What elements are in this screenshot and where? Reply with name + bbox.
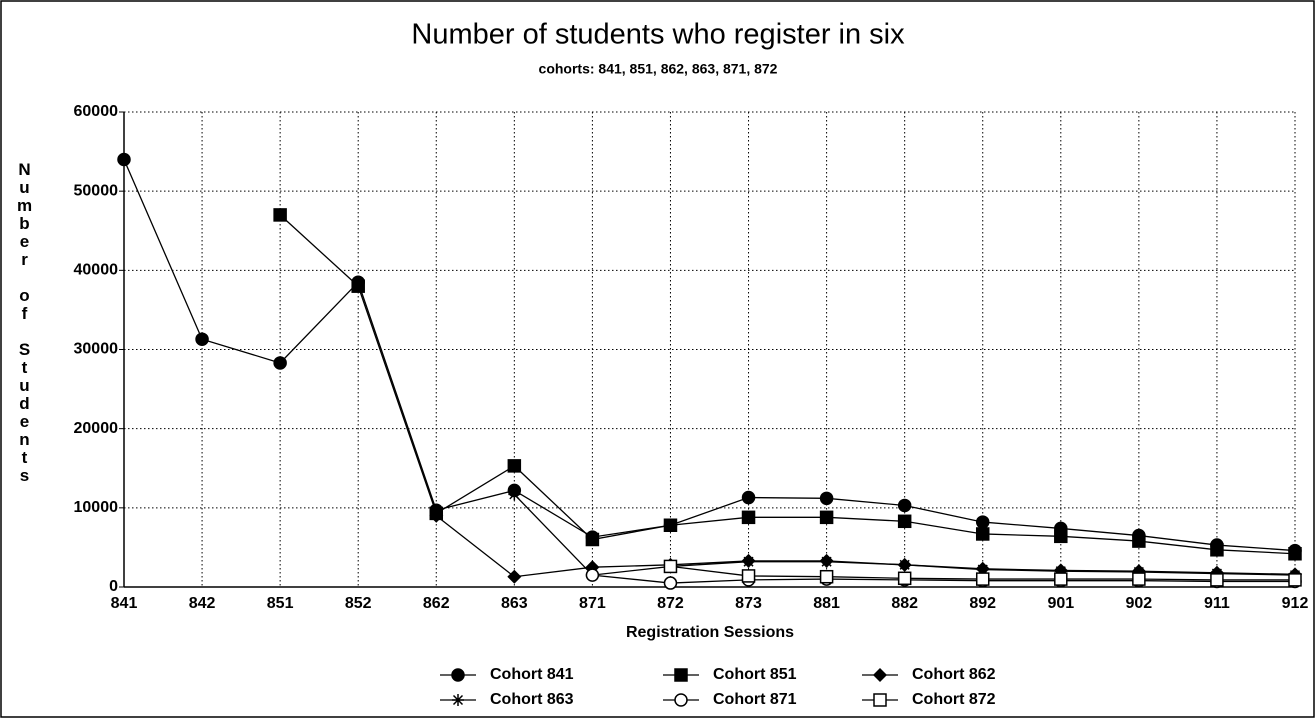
x-tick-label: 872 [657, 595, 684, 612]
legend-label: Cohort 851 [713, 666, 797, 683]
data-point [663, 576, 678, 590]
data-point [1288, 547, 1302, 561]
legend-marker [674, 693, 688, 707]
data-point [819, 569, 834, 584]
x-tick-label: 882 [891, 595, 918, 612]
legend-label: Cohort 862 [912, 666, 996, 683]
x-axis-label: Registration Sessions [626, 624, 794, 641]
data-point [898, 558, 911, 571]
x-tick-label: 871 [579, 595, 606, 612]
series-line [123, 159, 1296, 552]
y-tick-label: 40000 [74, 262, 119, 279]
data-point [897, 514, 912, 529]
data-point [663, 559, 678, 574]
x-tick-label: 912 [1282, 595, 1309, 612]
x-tick-label: 911 [1204, 595, 1230, 612]
legend-label: Cohort 841 [490, 666, 574, 683]
data-point [351, 279, 365, 293]
data-point [820, 555, 833, 568]
data-point [1132, 572, 1146, 586]
data-point [1054, 529, 1068, 544]
data-point [897, 571, 912, 586]
data-point [585, 532, 600, 547]
data-point [975, 527, 990, 541]
data-point [507, 459, 522, 473]
data-point [195, 332, 209, 346]
legend-label: Cohort 863 [490, 691, 574, 708]
y-tick-label: 0 [109, 578, 118, 595]
series-line [592, 574, 1295, 584]
data-point [975, 515, 990, 529]
x-tick-label: 841 [111, 595, 138, 612]
legend-marker [452, 694, 464, 706]
data-point [1054, 565, 1067, 578]
data-point [742, 555, 755, 568]
data-point [1054, 572, 1068, 586]
x-tick-label: 892 [969, 595, 996, 612]
y-axis-label: Number of Students [15, 160, 34, 484]
legend-marker [873, 693, 887, 707]
data-point [663, 518, 678, 532]
data-point [741, 569, 756, 583]
y-tick-label: 20000 [74, 420, 119, 437]
data-point [975, 572, 990, 586]
data-point [508, 488, 521, 501]
data-point [273, 356, 287, 370]
data-point [507, 569, 522, 584]
data-point [429, 508, 444, 523]
data-point [819, 491, 834, 506]
data-point [273, 208, 287, 222]
legend-marker [451, 668, 465, 682]
data-point [741, 510, 756, 525]
x-tick-label: 902 [1126, 595, 1153, 612]
data-point [1288, 573, 1302, 587]
data-point [819, 510, 834, 525]
data-point [1210, 543, 1224, 557]
series-line [279, 214, 1296, 555]
chart-subtitle: cohorts: 841, 851, 862, 863, 871, 872 [539, 61, 778, 77]
x-tick-label: 881 [813, 595, 840, 612]
legend-marker [873, 668, 887, 682]
x-tick-label: 863 [501, 595, 528, 612]
data-point [1132, 565, 1145, 578]
x-tick-label: 873 [735, 595, 762, 612]
data-point [741, 490, 756, 505]
x-tick-label: 851 [267, 595, 294, 612]
x-tick-label: 842 [189, 595, 216, 612]
data-point [897, 498, 912, 513]
data-point [117, 152, 131, 167]
legend-marker [674, 668, 688, 682]
data-point [1210, 573, 1224, 587]
y-tick-label: 60000 [74, 103, 119, 120]
data-point [1132, 534, 1146, 548]
y-tick-label: 50000 [74, 182, 119, 199]
x-tick-label: 852 [345, 595, 372, 612]
y-tick-label: 10000 [74, 499, 119, 516]
x-tick-label: 862 [423, 595, 450, 612]
legend-label: Cohort 872 [912, 691, 996, 708]
y-tick-label: 30000 [74, 341, 119, 358]
chart-title: Number of students who register in six [411, 19, 905, 51]
legend-label: Cohort 871 [713, 691, 797, 708]
x-tick-label: 901 [1047, 595, 1074, 612]
data-point [976, 563, 989, 576]
data-point [585, 568, 600, 582]
